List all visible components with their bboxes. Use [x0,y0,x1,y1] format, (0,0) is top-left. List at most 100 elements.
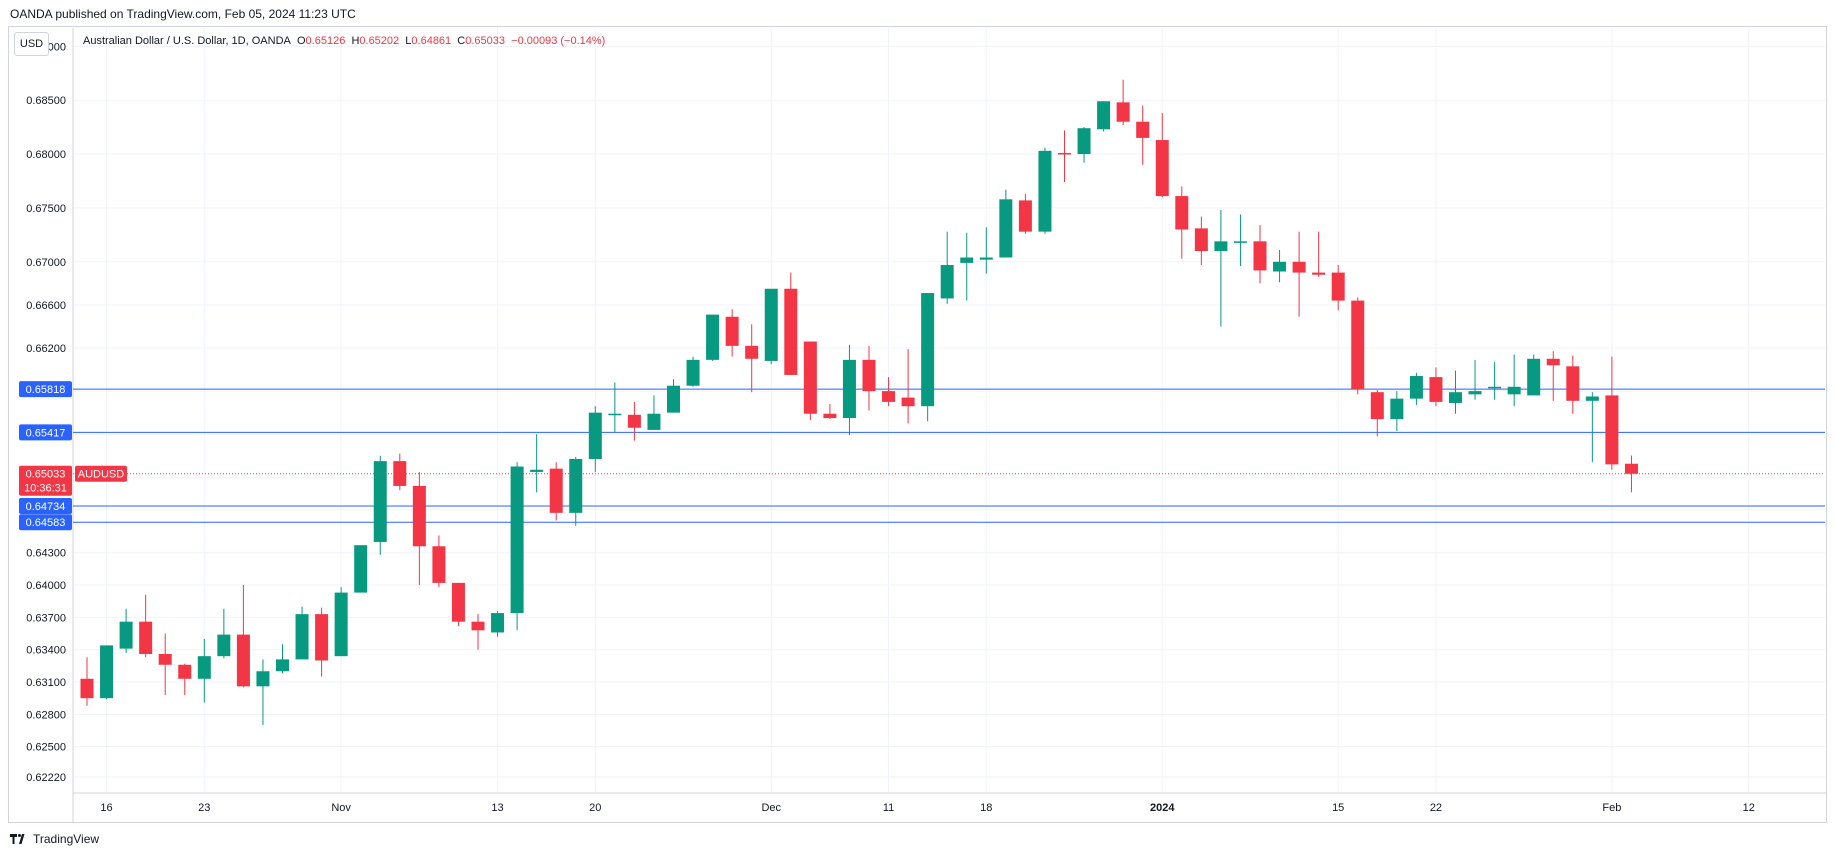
horizontal-line-price-tag [19,381,72,398]
x-tick-label: 13 [491,802,503,814]
x-tick-label: 22 [1430,802,1442,814]
change-value: −0.00093 (−0.14%) [511,35,606,47]
grid-group [73,28,1825,793]
candle-body-up [354,545,368,593]
current-price-tag [19,465,72,496]
horizontal-line-price-label: 0.64583 [26,517,66,529]
candle-body-down [1175,196,1189,230]
candle-body-down [412,485,426,547]
candle-body-up [940,265,954,299]
horizontal-line-price-label: 0.65818 [26,384,66,396]
candle-body-up [1390,398,1404,420]
x-tick-label: Dec [761,802,781,814]
candle-body-up [960,257,974,263]
close-label: C [457,35,466,47]
candle-body-up [647,413,661,430]
x-tick-label: 23 [198,802,210,814]
x-tick-label: 20 [589,802,601,814]
legend-title: Australian Dollar / U.S. Dollar, 1D, OAN… [83,35,291,47]
candle-body-up [764,288,778,361]
open-label: O [296,35,306,47]
horizontal-line-price-tag [19,424,72,441]
candle-body-up [295,614,309,660]
candle-body-down [725,316,739,346]
candle-body-down [1136,121,1150,138]
candle-body-up [1527,358,1541,396]
currency-button[interactable]: USD [14,32,49,56]
x-tick-label: Feb [1602,802,1621,814]
close-value: 0.65033 [465,35,506,47]
candle-body-down [315,614,329,661]
symbol-tag [75,465,127,482]
candle-body-down [471,621,485,631]
candle-body-up [276,659,289,672]
candle-body-down [1370,392,1384,420]
candle-body-up [1468,391,1482,395]
y-tick-label: 0.66200 [26,343,66,355]
footer-brand: TradingView [10,832,99,846]
current-price-label: 0.65033 [26,469,66,481]
horizontal-line-price-tag [19,514,72,531]
candle-body-up [119,621,133,649]
horizontal-line-price-label: 0.64734 [26,501,66,513]
candle-body-down [1194,228,1208,252]
high-value: 0.65202 [359,35,400,47]
low-value: 0.64861 [411,35,452,47]
candle-body-up [979,257,993,260]
x-tick-label: 16 [100,802,112,814]
candle-body-down [901,397,915,407]
candle-body-down [393,461,407,486]
candle-body-down [80,678,94,699]
candle-body-up [608,413,622,416]
y-tick-label: 0.62220 [26,772,66,784]
candle-body-down [1253,241,1267,271]
candle-body-down [1058,152,1071,155]
candle-body-up [217,634,231,657]
candle-body-down [451,582,465,622]
candle-body-up [569,458,583,513]
candle-body-up [667,385,680,413]
candle-body-up [921,293,935,407]
candle-body-up [1077,128,1091,155]
candle-body-up [999,199,1013,258]
candle-body-down [549,468,563,513]
low-label: L [405,35,412,47]
candle-body-down [862,359,876,392]
candle-body-up [1449,392,1462,403]
candle-body-down [1546,358,1560,366]
candle-body-up [842,359,856,419]
y-tick-label: 0.63700 [26,612,66,624]
candle-body-up [373,461,387,542]
candle-body-up [256,671,270,687]
symbol-tag-label: AUDUSD [78,469,125,481]
candle-body-down [432,546,446,583]
candle-body-down [236,634,250,687]
candle-body-up [1409,376,1423,399]
candle-body-down [627,414,641,428]
tradingview-logo-icon [10,834,25,844]
candle-body-up [706,314,720,360]
candle-body-up [1507,386,1521,395]
symbol-legend: Australian Dollar / U.S. Dollar, 1D, OAN… [83,35,605,47]
candle-body-up [1273,261,1287,272]
candle-body-up [510,466,524,614]
candle-body-down [1155,140,1169,197]
candle-body-down [1624,463,1638,474]
candle-body-up [1488,386,1502,389]
candle-body-up [1233,241,1247,243]
candle-body-down [823,413,837,419]
y-tick-label: 0.64000 [26,580,66,592]
horizontal-line-price-tag [19,497,72,514]
candle-body-down [139,621,153,655]
candles-group [80,79,1638,726]
x-tick-label: Nov [331,802,351,814]
candle-body-up [1214,241,1228,252]
candle-body-up [197,656,211,679]
y-tick-label: 0.63100 [26,677,66,689]
candle-body-down [178,664,192,679]
x-tick-label: 12 [1743,802,1755,814]
candle-body-up [588,412,602,459]
candle-body-up [1038,150,1052,232]
candle-body-up [100,645,114,699]
